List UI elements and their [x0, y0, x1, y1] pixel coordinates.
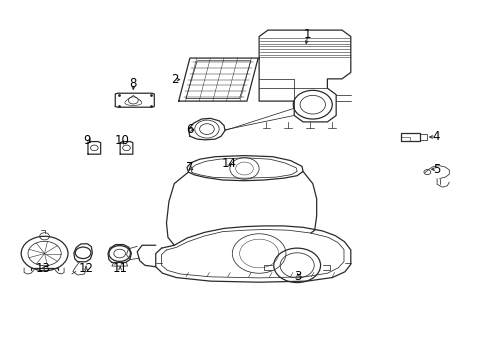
Bar [419, 134, 426, 140]
Text: 7: 7 [186, 161, 193, 174]
Text: 8: 8 [129, 77, 137, 90]
Text: 14: 14 [221, 157, 236, 170]
Text: 9: 9 [83, 134, 91, 147]
Bar [400, 137, 409, 140]
Text: 3: 3 [294, 270, 301, 283]
Text: 1: 1 [304, 28, 311, 41]
Text: 4: 4 [431, 130, 439, 144]
Text: 6: 6 [186, 123, 193, 136]
Text: 5: 5 [432, 163, 440, 176]
Text: 13: 13 [36, 262, 50, 275]
Text: 10: 10 [114, 134, 129, 147]
Text: 12: 12 [79, 262, 93, 275]
Text: 2: 2 [171, 73, 179, 86]
Bar [400, 133, 419, 141]
Text: 11: 11 [112, 262, 127, 275]
